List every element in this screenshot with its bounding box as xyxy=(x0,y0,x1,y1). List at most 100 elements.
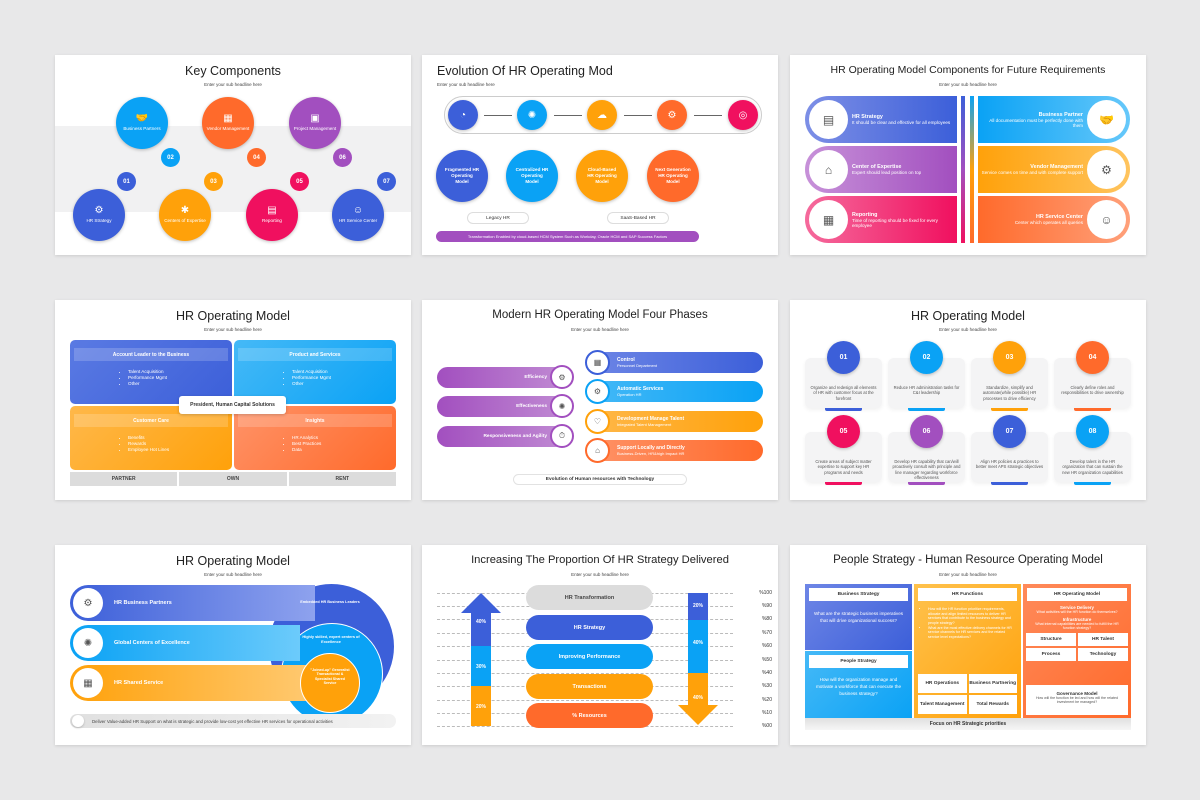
component-hr-strategy: ⚙ HR Strategy xyxy=(73,189,125,241)
number-badge: 02 xyxy=(161,148,180,167)
number-badge: 03 xyxy=(204,172,223,191)
slide-hr-model-arcs[interactable]: HR Operating Model Enter your sub headli… xyxy=(55,545,411,745)
slide-title: HR Operating Model xyxy=(911,309,1025,323)
cell-structure: Structure xyxy=(1026,633,1076,646)
icon-track xyxy=(444,96,762,134)
pill-transactions: Transactions xyxy=(526,674,653,699)
component-project-management: ▣ Project Management xyxy=(289,97,341,149)
center-label: President, Human Capital Solutions xyxy=(179,396,286,414)
phase-left-efficiency: Efficiency xyxy=(437,367,565,388)
phase-automatic-services: Automatic Services Operation HR xyxy=(587,381,763,402)
slide-people-strategy[interactable]: People Strategy - Human Resource Operati… xyxy=(790,545,1146,745)
slide-four-phases[interactable]: Modern HR Operating Model Four Phases En… xyxy=(422,300,778,500)
y-tick: %60 xyxy=(761,643,772,649)
panel-business-strategy: Business Strategy What are the strategic… xyxy=(805,584,912,650)
number-badge: 04 xyxy=(247,148,266,167)
target-icon: ◎ xyxy=(728,100,758,130)
inner-circle xyxy=(300,653,360,713)
stage-centralized: Centralized HR Operating Model xyxy=(506,150,558,202)
down-segment-hr-strategy: 20% xyxy=(688,593,708,620)
business-partners-icon: ⚙ xyxy=(73,588,103,618)
slide-hr-model-quadrants[interactable]: HR Operating Model Enter your sub headli… xyxy=(55,300,411,500)
card-05: Create areas of subject matter expertise… xyxy=(805,432,882,485)
component-reporting: ▤ Reporting xyxy=(246,189,298,241)
governance-box: Governance Model How will the function b… xyxy=(1026,685,1128,715)
bar-hr-shared-service: ▦ HR Shared Service xyxy=(70,665,310,701)
number-badge: 07 xyxy=(993,415,1026,448)
card-08: Develop talent in the HR organization th… xyxy=(1054,432,1131,485)
automation-icon: ⚙ xyxy=(585,379,610,404)
project-icon: ▣ xyxy=(310,113,320,125)
y-tick: %00 xyxy=(761,723,772,729)
expertise-icon: ⌂ xyxy=(809,150,848,189)
slide-title: Evolution Of HR Operating Mod xyxy=(437,64,613,78)
phase-support-locally: Support Locally and Directly Business-Dri… xyxy=(587,440,763,461)
excellence-icon: ✺ xyxy=(73,628,103,658)
slide-title: People Strategy - Human Resource Operati… xyxy=(833,554,1103,566)
efficiency-icon: ⚙ xyxy=(550,365,574,389)
quadrant-product-services: Product and Services Talent AcquisitionP… xyxy=(234,340,396,404)
gridline xyxy=(437,673,733,674)
slide-subtitle: Enter your sub headline here xyxy=(204,327,262,332)
agility-icon: ⏱ xyxy=(550,424,574,448)
slide-proportion-chart[interactable]: Increasing The Proportion Of HR Strategy… xyxy=(422,545,778,745)
slide-key-components[interactable]: Key Components Enter your sub headline h… xyxy=(55,55,411,255)
vendor-icon: ▦ xyxy=(223,113,233,125)
phase-develop-talent: Development Manage Talent Integrated Tale… xyxy=(587,411,763,432)
pill-improving-performance: Improving Performance xyxy=(526,644,653,669)
footer-banner: Deliver Value-added HR Support on what i… xyxy=(70,714,396,728)
number-badge: 04 xyxy=(1076,341,1109,374)
up-segment-hr-strategy: 40% xyxy=(471,613,491,646)
phase-left-agility: Responsiveness and Agility xyxy=(437,426,565,447)
panel-hr-functions: HR Functions How will the HR function pr… xyxy=(914,584,1021,718)
footer-banner: Transformation Enabled by cloud-based HC… xyxy=(436,231,699,242)
y-tick: %10 xyxy=(761,710,772,716)
slide-subtitle: Enter your sub headline here xyxy=(939,327,997,332)
footer-label: Evolution of Human resources with Techno… xyxy=(513,474,687,485)
slide-subtitle: Enter your sub headline here xyxy=(571,572,629,577)
vendor-icon: ⚙ xyxy=(1087,150,1126,189)
slide-future-requirements[interactable]: HR Operating Model Components for Future… xyxy=(790,55,1146,255)
effectiveness-icon: ✺ xyxy=(550,394,574,418)
pill-resources: % Resources xyxy=(526,703,653,728)
report-icon: ▤ xyxy=(267,205,277,217)
slide-evolution[interactable]: Evolution Of HR Operating Mod Enter your… xyxy=(422,55,778,255)
number-badge: 01 xyxy=(827,341,860,374)
slide-title: HR Operating Model xyxy=(176,554,290,568)
slide-subtitle: Enter your sub headline here xyxy=(204,572,262,577)
component-hr-service-center: ☺ HR Service Center xyxy=(332,189,384,241)
puzzle-icon: ✱ xyxy=(180,205,190,217)
y-tick: %50 xyxy=(761,657,772,663)
arrow-right-icon xyxy=(484,115,512,116)
component-business-partners: 🤝 Business Partners xyxy=(116,97,168,149)
quadrant-insights: Insights HR AnalyticsBest PracticesData xyxy=(234,406,396,470)
number-badge: 03 xyxy=(993,341,1026,374)
footer-row: PARTNER OWN RENT xyxy=(70,472,396,486)
up-segment-improving: 30% xyxy=(471,646,491,686)
cell-talent-management: Talent Management xyxy=(918,695,967,714)
panel-hr-operating-model: HR Operating Model Service Delivery What… xyxy=(1023,584,1131,718)
cell-hr-operations: HR Operations xyxy=(918,674,967,693)
stage-icon-2: ✺ xyxy=(517,100,547,130)
bar-global-centers: ✺ Global Centers of Excellence xyxy=(70,625,300,661)
slide-hr-model-eight[interactable]: HR Operating Model Enter your sub headli… xyxy=(790,300,1146,500)
y-tick: %20 xyxy=(761,697,772,703)
cell-technology: Technology xyxy=(1078,648,1128,661)
pill-hr-transformation: HR Transformation xyxy=(526,585,653,610)
y-tick: %90 xyxy=(761,603,772,609)
shared-service-icon: ▦ xyxy=(73,668,103,698)
group-label-legacy: Legacy HR xyxy=(467,212,529,224)
slide-subtitle: Enter your sub headline here xyxy=(437,82,495,87)
slide-subtitle: Enter your sub headline here xyxy=(939,572,997,577)
stage-icon-4: ⚙ xyxy=(657,100,687,130)
slide-title: Key Components xyxy=(185,64,281,78)
divider xyxy=(961,96,965,243)
number-badge: 08 xyxy=(1076,415,1109,448)
gridline xyxy=(437,700,733,701)
component-reporting: ▦ Reporting Time of reporting should be f… xyxy=(805,196,957,243)
component-vendor-management: ▦ Vendor Management xyxy=(202,97,254,149)
divider xyxy=(970,96,974,243)
pill-hr-strategy: HR Strategy xyxy=(526,615,653,640)
footer-rent: RENT xyxy=(288,472,396,486)
up-segment-transactions: 20% xyxy=(471,686,491,726)
